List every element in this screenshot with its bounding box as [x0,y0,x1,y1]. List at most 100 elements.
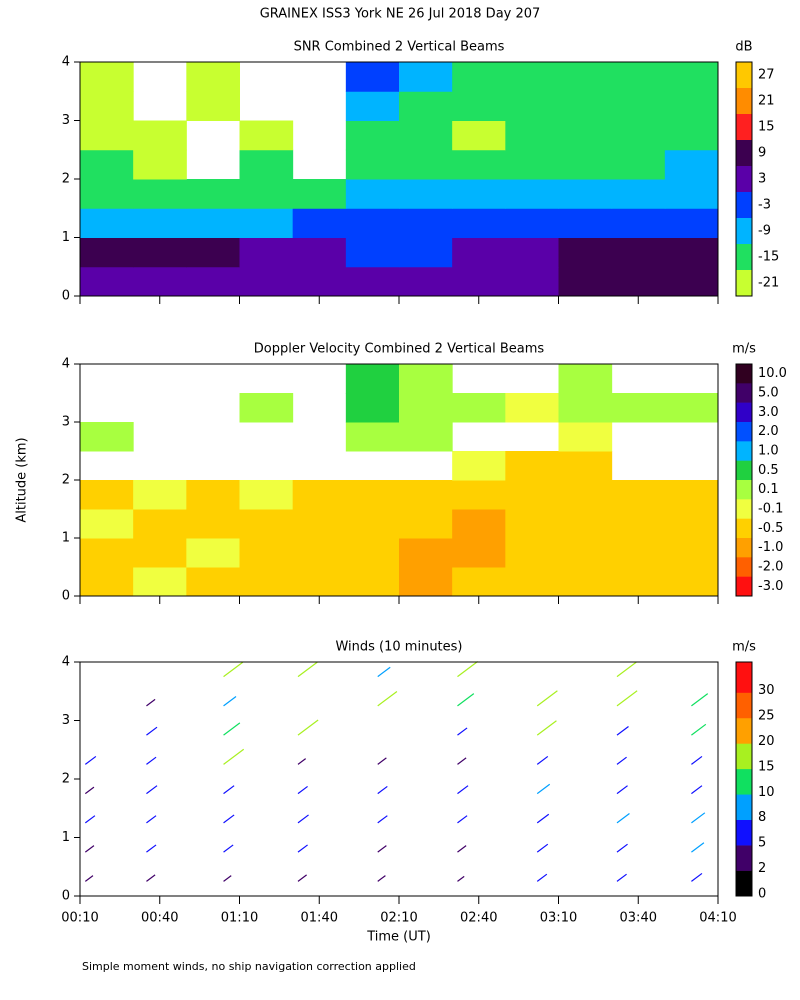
heatmap-cell [80,422,134,452]
colorbar-band [736,538,752,558]
wind-barb [457,785,469,795]
colorbar-band [736,383,752,403]
heatmap-cell [345,237,400,268]
heatmap-cell [664,237,719,268]
heatmap-cell [452,149,506,180]
colorbar-label: 3.0 [758,405,779,420]
heatmap-cell [452,208,506,238]
heatmap-cell [80,538,134,568]
heatmap-cell [452,120,506,151]
heatmap-cell [345,364,400,394]
heatmap-cell [399,208,453,238]
wind-barb [84,875,94,882]
colorbar-band [736,499,752,519]
heatmap-cell [452,509,506,539]
heatmap-cell [558,179,613,209]
heatmap-cell [505,538,559,568]
heatmap-cell [186,266,240,297]
heatmap-cell [611,237,666,268]
heatmap-cell [611,480,666,510]
heatmap-cell [239,179,294,209]
wind-barb [616,785,628,795]
x-tick-label: 02:40 [460,911,497,926]
wind-barb [457,815,468,824]
heatmap-cell [292,179,347,209]
heatmap-cell [345,393,400,423]
heatmap-cell [239,266,294,297]
heatmap-cell [558,237,613,268]
heatmap-cell [345,149,400,180]
colorbar-band [736,576,752,597]
heatmap-cell [292,266,347,297]
y-tick-label: 4 [62,55,70,70]
wind-barb [297,785,308,795]
heatmap-cell [292,538,347,568]
heatmap-cell [186,509,240,539]
heatmap-cell [292,509,347,539]
wind-barb [457,693,475,707]
wind-barb [377,845,387,853]
heatmap-cell [133,567,187,597]
heatmap-cell [452,266,506,297]
heatmap-cell [345,509,400,539]
heatmap-cell [186,567,240,597]
wind-barb [146,844,157,853]
wind-barb [297,814,309,824]
heatmap-cell [558,120,613,151]
heatmap-cell [505,179,559,209]
heatmap-cell [505,451,559,481]
colorbar-label: 20 [758,734,775,749]
wind-barb [223,844,234,853]
y-tick-label: 1 [62,830,70,845]
wind-barb [616,813,630,824]
colorbar-label: -9 [758,224,771,239]
y-tick-label: 0 [62,589,70,604]
heatmap-cell [399,237,453,268]
heatmap-cell [80,120,134,151]
heatmap-cell [80,208,134,238]
wind-barb [297,758,307,765]
x-tick-label: 01:10 [221,911,258,926]
colorbar-label: 3 [758,172,766,187]
heatmap-cell [664,91,719,121]
colorbar-label: 5 [758,836,766,851]
heatmap-cell [239,208,294,238]
heatmap-cell [345,422,400,452]
wind-barb [536,813,550,824]
heatmap-cell [664,509,719,539]
colorbar-label: -21 [758,276,779,291]
heatmap-cell [292,237,347,268]
heatmap-cell [80,509,134,539]
heatmap-cell [345,567,400,597]
colorbar-frame [735,61,753,297]
heatmap-cell [80,480,134,510]
heatmap-cell [80,237,134,268]
colorbar-band [736,460,752,481]
wind-barb [536,873,548,882]
heatmap-cell [505,509,559,539]
colorbar-label: 10.0 [758,366,787,381]
heatmap-cell [186,62,240,92]
y-tick-label: 4 [62,655,70,670]
y-tick-label: 3 [62,113,70,128]
heatmap-cell [558,509,613,539]
wind-barb [146,756,157,765]
heatmap-cell [80,91,134,121]
heatmap-cell [664,538,719,568]
heatmap-cell [239,393,294,423]
heatmap-cell [611,208,666,238]
heatmap-cell [452,179,506,209]
wind-barb [146,726,158,736]
colorbar-label: 2 [758,861,766,876]
heatmap-cell [611,393,666,423]
wind-barb [377,757,387,765]
wind-barb [84,755,97,765]
colorbar-label: 5.0 [758,386,779,401]
colorbar-label: -3 [758,198,771,213]
heatmap-cell [186,208,240,238]
wind-barb [146,785,158,795]
y-tick-label: 1 [62,531,70,546]
colorbar-band [736,192,752,219]
heatmap-cell [452,393,506,423]
heatmap-cell [186,91,240,121]
